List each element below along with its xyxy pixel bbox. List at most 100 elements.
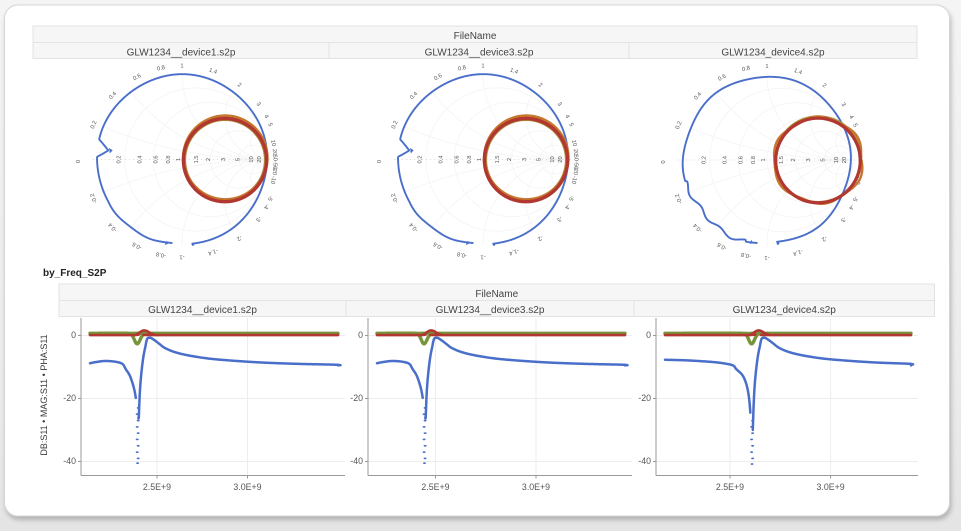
svg-text:by_Freq_S2P: by_Freq_S2P [43, 268, 107, 279]
svg-text:0.2: 0.2 [90, 120, 99, 130]
svg-text:0.2: 0.2 [116, 155, 122, 163]
svg-text:0.4: 0.4 [693, 91, 703, 102]
svg-text:-0.4: -0.4 [408, 221, 420, 233]
svg-text:-40: -40 [63, 456, 76, 466]
svg-text:-0.8: -0.8 [457, 250, 468, 258]
svg-text:GLW1234__device1.s2p: GLW1234__device1.s2p [127, 48, 236, 59]
svg-text:0.6: 0.6 [433, 73, 443, 82]
svg-text:1.4: 1.4 [509, 67, 519, 76]
svg-text:10: 10 [834, 157, 840, 163]
svg-text:-0.6: -0.6 [131, 240, 143, 250]
svg-text:2: 2 [236, 82, 242, 89]
svg-text:0: 0 [646, 330, 651, 340]
svg-text:10: 10 [249, 156, 255, 162]
svg-text:10: 10 [269, 139, 276, 147]
svg-text:-0.2: -0.2 [675, 193, 684, 205]
svg-text:-40: -40 [638, 456, 651, 466]
svg-text:-0.8: -0.8 [741, 251, 752, 259]
svg-text:-2: -2 [820, 234, 828, 242]
svg-text:-10: -10 [570, 175, 578, 184]
svg-text:1.4: 1.4 [793, 68, 803, 77]
svg-text:-0.4: -0.4 [107, 221, 119, 233]
svg-text:1: 1 [765, 64, 768, 70]
svg-text:0.4: 0.4 [409, 90, 419, 101]
svg-text:-5: -5 [266, 195, 274, 202]
svg-text:3: 3 [556, 101, 563, 107]
svg-text:-0.2: -0.2 [90, 192, 99, 204]
svg-text:2.5E+9: 2.5E+9 [421, 482, 449, 492]
svg-text:1: 1 [761, 158, 767, 161]
svg-text:0: 0 [661, 160, 667, 163]
svg-text:0.2: 0.2 [391, 120, 400, 130]
svg-text:0: 0 [377, 160, 383, 163]
svg-text:0.4: 0.4 [138, 155, 144, 164]
svg-text:3.0E+9: 3.0E+9 [817, 482, 845, 492]
svg-text:2: 2 [206, 158, 212, 161]
svg-text:-10: -10 [854, 176, 862, 185]
svg-text:3.0E+9: 3.0E+9 [522, 482, 550, 492]
svg-text:0: 0 [358, 330, 363, 340]
svg-text:-2: -2 [235, 234, 243, 242]
svg-text:0.8: 0.8 [458, 65, 467, 73]
svg-text:1.5: 1.5 [779, 156, 785, 164]
svg-text:-1: -1 [179, 254, 184, 260]
svg-text:GLW1234_device4.s2p: GLW1234_device4.s2p [733, 305, 837, 316]
svg-text:5: 5 [851, 123, 858, 128]
svg-text:-0.8: -0.8 [156, 250, 167, 258]
svg-text:0.4: 0.4 [439, 155, 445, 164]
svg-text:5: 5 [567, 122, 574, 127]
svg-text:0.4: 0.4 [723, 155, 729, 164]
svg-text:-20: -20 [638, 393, 651, 403]
svg-text:4: 4 [563, 114, 570, 120]
svg-text:-4: -4 [262, 203, 270, 211]
svg-text:3: 3 [840, 102, 847, 108]
svg-text:-4: -4 [563, 203, 571, 211]
svg-text:-20: -20 [63, 393, 76, 403]
svg-text:0.8: 0.8 [467, 155, 473, 163]
svg-text:0: 0 [71, 330, 76, 340]
svg-text:0.2: 0.2 [417, 155, 423, 163]
svg-text:-10: -10 [269, 175, 277, 184]
svg-text:0.8: 0.8 [157, 65, 166, 73]
svg-text:1: 1 [180, 64, 183, 70]
svg-text:0.6: 0.6 [739, 156, 745, 164]
svg-text:-1.4: -1.4 [791, 247, 803, 256]
svg-text:5: 5 [236, 158, 242, 161]
svg-text:50: 50 [572, 154, 578, 161]
svg-text:20: 20 [271, 149, 278, 156]
svg-text:DB:S11 • MAG:S11 • PHA:S11: DB:S11 • MAG:S11 • PHA:S11 [39, 334, 49, 455]
svg-text:0: 0 [76, 160, 82, 163]
svg-text:1.4: 1.4 [208, 67, 218, 76]
svg-text:50: 50 [271, 154, 277, 161]
svg-text:-3: -3 [555, 215, 563, 223]
svg-text:-50: -50 [572, 161, 578, 170]
svg-text:4: 4 [262, 114, 269, 120]
svg-text:2: 2 [537, 82, 543, 89]
svg-text:-20: -20 [350, 393, 363, 403]
svg-text:5: 5 [821, 158, 827, 161]
svg-text:-20: -20 [271, 166, 278, 175]
svg-text:2.5E+9: 2.5E+9 [143, 482, 171, 492]
svg-text:FileName: FileName [454, 31, 497, 42]
svg-text:10: 10 [550, 156, 556, 162]
svg-text:20: 20 [572, 149, 579, 156]
svg-text:-40: -40 [350, 456, 363, 466]
svg-text:-1: -1 [764, 254, 769, 260]
svg-text:2: 2 [507, 158, 513, 161]
svg-text:0.6: 0.6 [154, 155, 160, 163]
svg-text:5: 5 [537, 158, 543, 161]
svg-text:20: 20 [558, 156, 564, 162]
svg-text:-5: -5 [567, 195, 575, 202]
svg-text:0.2: 0.2 [701, 156, 707, 164]
svg-text:0.8: 0.8 [742, 66, 751, 74]
svg-text:0.4: 0.4 [108, 90, 118, 101]
svg-text:-1: -1 [480, 254, 485, 260]
svg-text:3: 3 [806, 158, 812, 161]
svg-text:0.8: 0.8 [751, 156, 757, 164]
svg-text:1: 1 [477, 158, 483, 161]
svg-text:1: 1 [481, 64, 484, 70]
svg-text:GLW1234__device3.s2p: GLW1234__device3.s2p [436, 305, 545, 316]
svg-text:0.6: 0.6 [132, 73, 142, 82]
svg-text:-3: -3 [254, 215, 262, 223]
svg-text:-3: -3 [839, 215, 847, 223]
